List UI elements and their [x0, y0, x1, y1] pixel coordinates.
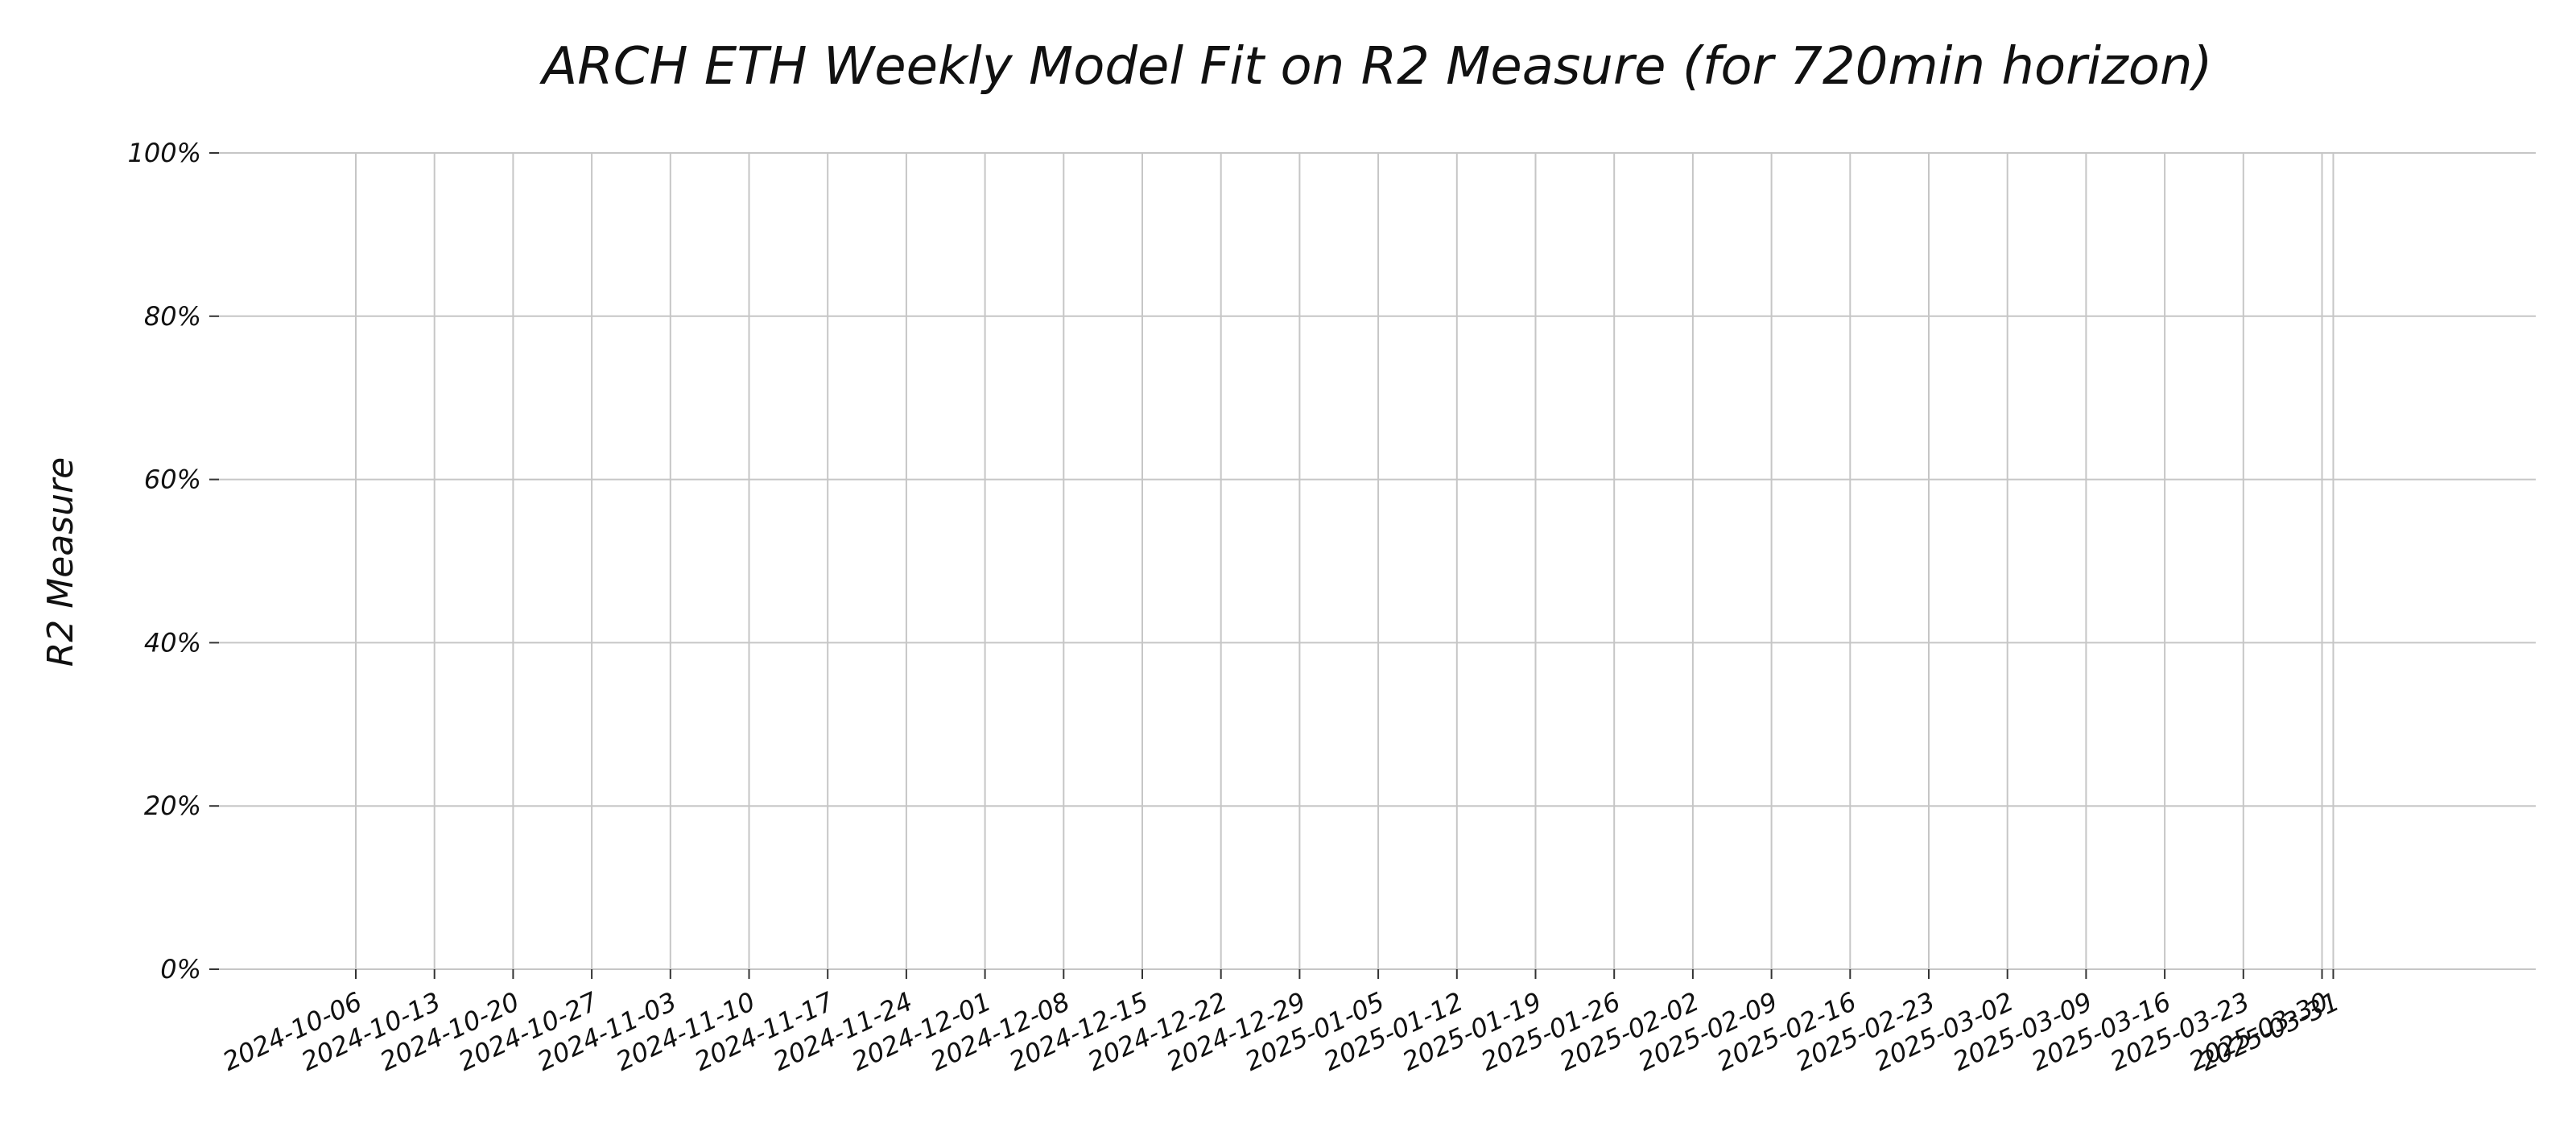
- y-tick-label: 40%: [144, 627, 201, 658]
- y-tick-label: 100%: [128, 138, 201, 168]
- gridlines: [219, 152, 2536, 970]
- x-axis-ticks: 2024-10-062024-10-132024-10-202024-10-27…: [218, 969, 2344, 1077]
- y-tick-label: 80%: [144, 301, 201, 332]
- y-tick-label: 60%: [144, 464, 201, 495]
- y-axis-ticks: 0% 20% 40% 60% 80% 100%: [128, 138, 219, 985]
- y-tick-label: 0%: [160, 954, 201, 985]
- y-axis-label: R2 Measure: [40, 457, 81, 667]
- y-tick-label: 20%: [144, 791, 201, 821]
- chart-title: ARCH ETH Weekly Model Fit on R2 Measure …: [539, 37, 2213, 97]
